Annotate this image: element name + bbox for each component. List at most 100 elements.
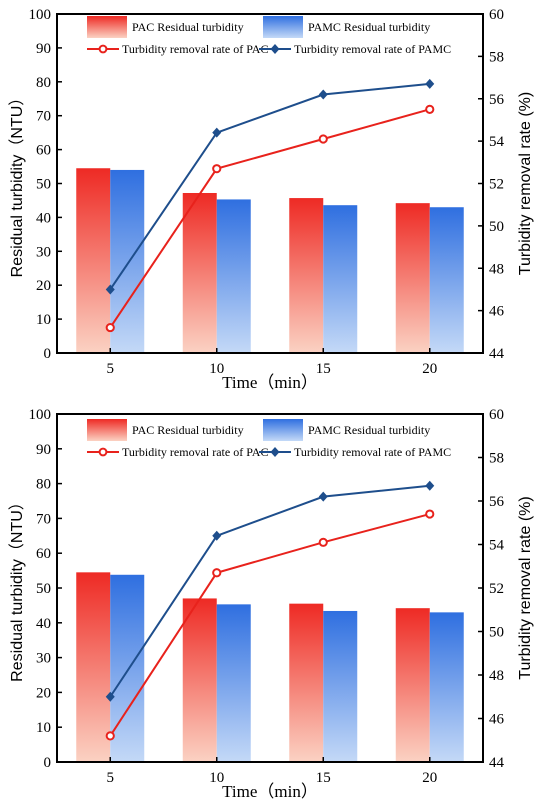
- x-tick-label: 20: [422, 361, 437, 377]
- right-tick-label: 54: [489, 538, 505, 554]
- right-tick-label: 56: [489, 92, 505, 108]
- pac-line-legend-marker: [98, 447, 108, 457]
- pamc-rate-point-20: [425, 480, 435, 491]
- pamc-rate-point-15: [318, 491, 328, 502]
- left-tick-label: 40: [36, 210, 51, 226]
- pac-bar-5: [76, 572, 111, 762]
- left-tick-label: 90: [36, 442, 51, 458]
- left-tick-label: 80: [36, 75, 51, 91]
- pac-rate-point-10: [212, 568, 222, 578]
- x-axis-title: Time（min）: [222, 373, 318, 392]
- right-tick-label: 48: [489, 668, 504, 684]
- pamc-bar-5: [110, 169, 145, 353]
- right-tick-label: 48: [489, 261, 504, 277]
- pamc-bar-10: [216, 199, 251, 353]
- left-tick-label: 20: [36, 685, 51, 701]
- pac-bar-10: [182, 598, 217, 762]
- chart-panel-top: 0 10 20 30 40 50 60 70 80 90 100 44 46 48 50 52 54 56 58 60…: [8, 7, 534, 392]
- left-tick-label: 40: [36, 616, 51, 632]
- y2-axis-title: Turbidity removal rate (%): [517, 92, 534, 275]
- left-tick-label: 0: [44, 346, 52, 362]
- left-tick-label: 60: [36, 546, 51, 562]
- pac-legend-swatch: [87, 16, 127, 38]
- pac-line-legend-label: Turbidity removal rate of PAC: [122, 42, 268, 56]
- left-tick-label: 50: [36, 177, 51, 193]
- left-tick-label: 50: [36, 581, 51, 597]
- pamc-rate-point-5: [105, 284, 115, 295]
- pac-bar-5: [76, 168, 111, 353]
- left-tick-label: 20: [36, 278, 51, 294]
- y-axis-title: Residual turbidity（NTU）: [8, 494, 26, 682]
- x-tick-label: 20: [422, 770, 437, 786]
- left-tick-label: 100: [29, 7, 52, 23]
- left-tick-label: 80: [36, 477, 51, 493]
- pamc-rate-point-10: [212, 530, 222, 541]
- pamc-line-legend-marker: [270, 44, 280, 54]
- left-tick-label: 100: [29, 407, 52, 423]
- right-tick-label: 60: [489, 407, 504, 423]
- pac-rate-line: [109, 513, 431, 737]
- pamc-rate-point-20: [425, 78, 435, 89]
- x-tick-label: 15: [316, 361, 331, 377]
- right-tick-label: 60: [489, 7, 504, 23]
- left-tick-label: 0: [44, 755, 52, 771]
- left-tick-label: 10: [36, 312, 51, 328]
- right-tick-label: 44: [489, 346, 505, 362]
- pamc-bar-20: [429, 207, 464, 353]
- x-tick-label: 5: [107, 361, 115, 377]
- pamc-bar-10: [216, 604, 251, 762]
- right-tick-label: 46: [489, 712, 505, 728]
- pac-rate-line: [109, 108, 431, 329]
- right-tick-label: 46: [489, 304, 505, 320]
- pamc-bar-legend-label: PAMC Residual turbidity: [308, 20, 430, 34]
- left-tick-label: 10: [36, 720, 51, 736]
- x-tick-label: 15: [316, 770, 331, 786]
- x-tick-label: 5: [107, 770, 115, 786]
- pamc-bar-15: [323, 205, 358, 353]
- pac-bar-20: [395, 608, 430, 762]
- pamc-bar-5: [110, 574, 145, 762]
- pac-legend-swatch: [87, 419, 127, 441]
- pac-rate-point-15: [318, 537, 328, 547]
- pac-line-legend-marker: [98, 44, 108, 54]
- right-tick-label: 44: [489, 755, 505, 771]
- left-tick-label: 70: [36, 109, 51, 125]
- x-tick-label: 10: [209, 770, 224, 786]
- left-tick-label: 60: [36, 143, 51, 159]
- pac-rate-point-20: [425, 509, 435, 519]
- pac-rate-point-5: [105, 322, 115, 333]
- pac-rate-point-5: [105, 731, 115, 741]
- right-tick-label: 52: [489, 177, 504, 193]
- pamc-rate-line: [109, 484, 430, 698]
- pac-line-legend-label: Turbidity removal rate of PAC: [122, 445, 268, 459]
- y2-axis-title: Turbidity removal rate (%): [517, 496, 534, 679]
- pamc-rate-point-15: [318, 89, 328, 100]
- pac-bar-legend-label: PAC Residual turbidity: [132, 423, 244, 437]
- right-tick-label: 54: [489, 134, 505, 150]
- pac-bar-15: [289, 603, 324, 762]
- pamc-line-legend-marker: [270, 447, 280, 457]
- x-axis-title: Time（min）: [222, 782, 318, 801]
- pamc-bar-15: [323, 610, 358, 762]
- pac-rate-point-15: [318, 134, 328, 144]
- pac-bar-15: [289, 198, 324, 353]
- pac-bar-legend-label: PAC Residual turbidity: [132, 20, 244, 34]
- right-tick-label: 56: [489, 494, 505, 510]
- right-tick-label: 50: [489, 625, 504, 641]
- pamc-rate-point-10: [212, 127, 222, 138]
- chart-panel-bottom: 0 10 20 30 40 50 60 70 80 90 100 44 46 48 50 52 54 56 58 60…: [8, 407, 534, 801]
- pamc-line-legend-label: Turbidity removal rate of PAMC: [294, 42, 451, 56]
- pac-rate-point-20: [425, 104, 435, 114]
- right-tick-label: 58: [489, 451, 504, 467]
- pamc-legend-swatch: [263, 419, 303, 441]
- x-tick-label: 10: [209, 361, 224, 377]
- pamc-bar-20: [429, 612, 464, 762]
- left-tick-label: 90: [36, 41, 51, 57]
- left-tick-label: 30: [36, 651, 51, 667]
- left-tick-label: 70: [36, 511, 51, 527]
- pac-bar-10: [182, 192, 217, 353]
- pac-rate-point-10: [212, 164, 222, 174]
- right-tick-label: 50: [489, 219, 504, 235]
- right-tick-label: 52: [489, 581, 504, 597]
